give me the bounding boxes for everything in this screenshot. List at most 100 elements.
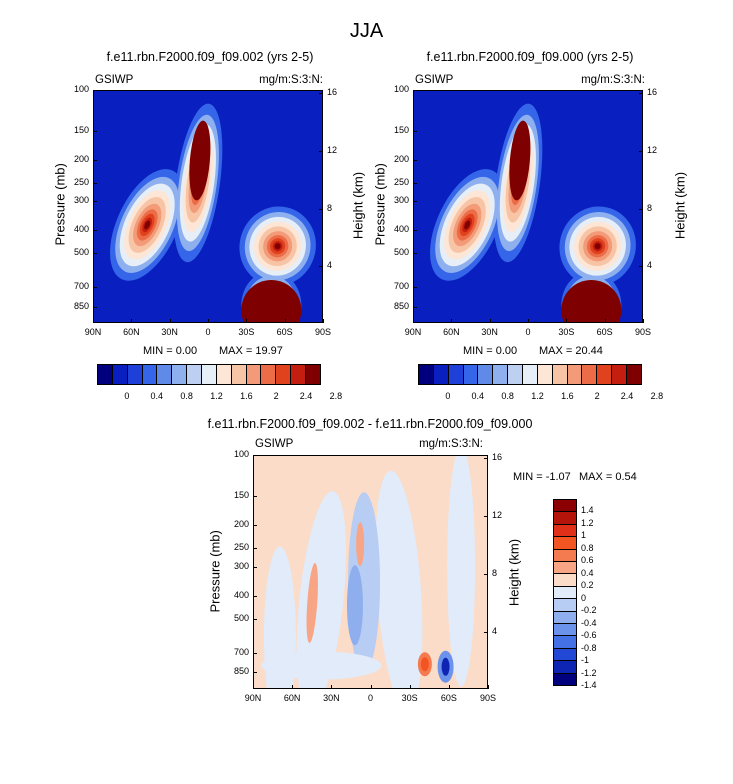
colorbar-swatch (554, 537, 576, 550)
colorbar-swatch (537, 365, 553, 384)
panel2-title: f.e11.rbn.F2000.f09_f09.000 (yrs 2-5) (426, 50, 634, 64)
colorbar-swatch (554, 574, 576, 587)
y-right-tick-mark (639, 266, 643, 268)
x-tick-mark (323, 319, 324, 323)
y-tick-label: 850 (73, 300, 89, 311)
colorbar-swatch (246, 365, 262, 384)
colorbar-swatch (261, 365, 277, 384)
x-tick-label: 30N (161, 327, 178, 337)
colorbar-swatch (127, 365, 143, 384)
colorbar-swatch (554, 648, 576, 662)
panel2-heatmap (414, 91, 642, 322)
x-tick-mark (413, 319, 414, 323)
y-tick-label: 300 (73, 195, 89, 206)
y-tick-label: 300 (233, 560, 249, 571)
y-tick-label: 300 (393, 195, 409, 206)
y-tick-label: 250 (233, 542, 249, 553)
panel2-variable-label: GSIWP (415, 74, 454, 86)
y-right-tick-mark (319, 208, 323, 210)
colorbar-swatch (554, 512, 576, 525)
x-tick-mark (604, 319, 606, 323)
colorbar-swatch (419, 365, 434, 384)
y-right-tick-mark (639, 93, 643, 94)
contour-region (464, 220, 471, 230)
y-right-tick-label: 8 (647, 202, 653, 213)
x-tick-label: 30S (558, 327, 575, 337)
y-tick-mark (93, 131, 97, 133)
contour-region (594, 243, 601, 250)
y-tick-label: 150 (73, 125, 89, 136)
x-tick-label: 60S (596, 327, 613, 337)
x-tick-label: 0 (525, 327, 531, 337)
colorbar-tick-label: -0.6 (581, 630, 597, 641)
contour-region (263, 546, 296, 688)
colorbar-tick-label: 0 (124, 391, 130, 401)
colorbar-swatch (508, 365, 524, 384)
colorbar-tick-label: 2 (273, 391, 279, 401)
y-tick-mark (413, 286, 417, 288)
y-right-tick-mark (639, 150, 643, 152)
x-tick-mark (370, 685, 372, 689)
y-right-tick-mark (319, 93, 323, 94)
panel1-min-text: MIN = 0.00 (143, 345, 198, 357)
x-tick-label: 90S (314, 327, 331, 337)
y-right-tick-label: 12 (647, 144, 658, 155)
y-tick-mark (93, 160, 97, 162)
colorbar-swatch (276, 365, 292, 384)
colorbar-swatch (493, 365, 509, 384)
y-tick-label: 100 (393, 84, 409, 94)
y-right-tick-label: 16 (647, 87, 658, 97)
colorbar-swatch (291, 365, 307, 384)
colorbar-swatch (597, 365, 613, 384)
x-tick-label: 60N (123, 327, 140, 337)
y-tick-label: 500 (233, 612, 249, 623)
x-tick-mark (566, 319, 568, 323)
x-tick-label: 60N (283, 693, 301, 703)
y-tick-mark (93, 90, 97, 91)
colorbar-tick-label: 2.8 (650, 391, 664, 401)
colorbar-swatch (157, 365, 173, 384)
y-tick-label: 400 (393, 224, 409, 235)
panel2-max-text: MAX = 20.44 (539, 345, 603, 357)
contour-region (509, 120, 531, 201)
colorbar-tick-label: 0.8 (180, 391, 193, 401)
colorbar-swatch (172, 365, 188, 384)
contour-region (561, 280, 622, 322)
colorbar-swatch (554, 611, 576, 625)
colorbar-tick-label: 0 (581, 592, 587, 603)
colorbar-tick-label: 0.2 (581, 580, 594, 591)
x-tick-mark (331, 685, 333, 689)
y-right-tick-mark (639, 208, 643, 210)
panel1-plot-area (93, 90, 323, 323)
y-tick-label: 250 (393, 176, 409, 187)
figure-title: JJA (349, 20, 384, 42)
colorbar-tick-label: 1.2 (531, 391, 544, 401)
x-tick-mark (409, 685, 411, 689)
y-tick-mark (413, 160, 417, 162)
panel1-variable-label: GSIWP (95, 74, 134, 86)
y-tick-label: 400 (233, 589, 249, 600)
y-tick-mark (413, 201, 417, 203)
y-tick-label: 200 (233, 519, 249, 530)
colorbar-swatch (231, 365, 247, 384)
x-tick-label: 30S (401, 693, 418, 703)
contour-region (306, 563, 318, 643)
y-tick-mark (253, 525, 257, 527)
x-tick-label: 60S (440, 693, 457, 703)
y-tick-mark (253, 595, 257, 597)
x-tick-label: 90S (634, 327, 651, 337)
colorbar-swatch (463, 365, 479, 384)
colorbar-tick-label: 0 (445, 391, 451, 401)
colorbar-tick-label: 1.6 (240, 391, 253, 401)
x-tick-label: 90N (84, 327, 102, 337)
contour-region (261, 651, 382, 680)
contour-region (189, 120, 211, 201)
x-tick-mark (488, 685, 489, 689)
y-tick-label: 700 (233, 646, 249, 657)
colorbar-swatch (306, 365, 320, 384)
y-right-tick-label: 8 (492, 568, 498, 579)
y-tick-mark (413, 252, 417, 254)
y-tick-label: 850 (393, 300, 409, 311)
contour-region (274, 243, 281, 250)
panel2-min-text: MIN = 0.00 (463, 345, 518, 357)
